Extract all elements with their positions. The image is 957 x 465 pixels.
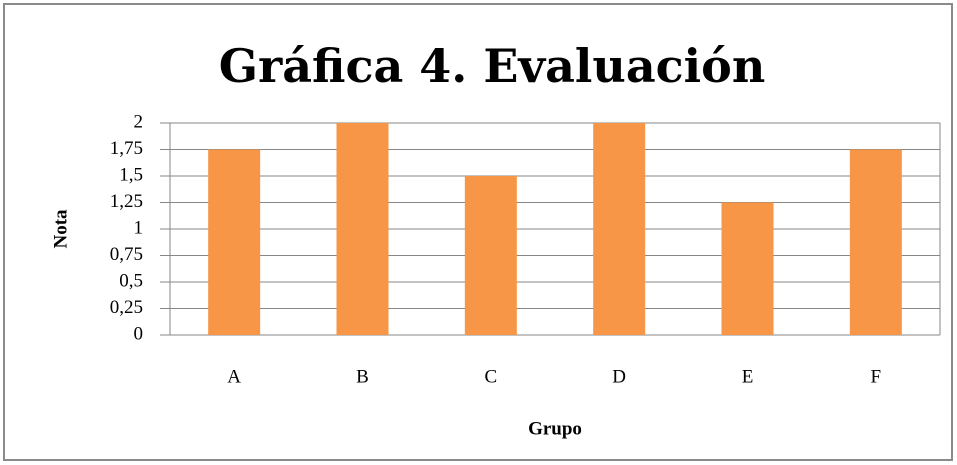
x-tick-label: E [742,366,754,387]
x-tick-label: D [612,366,626,387]
bar [208,149,261,335]
bar [336,123,389,335]
x-axis-label: Grupo [528,418,582,439]
bar [593,123,646,335]
chart-title: Gráfica 4. Evaluación [219,39,766,93]
y-tick-label: 1,75 [110,138,143,159]
y-tick-label: 0,75 [110,244,143,265]
y-tick-label: 2 [134,111,144,132]
y-tick-label: 1,25 [110,191,143,212]
y-tick-label: 0,25 [110,297,143,318]
y-tick-label: 0,5 [119,270,143,291]
bar [464,176,517,335]
x-tick-label: A [227,366,241,387]
x-tick-label: B [356,366,369,387]
y-axis-label: Nota [50,209,71,249]
bar [721,202,774,335]
y-tick-label: 1,5 [119,164,143,185]
y-tick-label: 0 [134,323,144,344]
x-tick-label: C [484,366,497,387]
y-tick-label: 1 [134,217,144,238]
x-tick-label: F [871,366,882,387]
bar [849,149,902,335]
